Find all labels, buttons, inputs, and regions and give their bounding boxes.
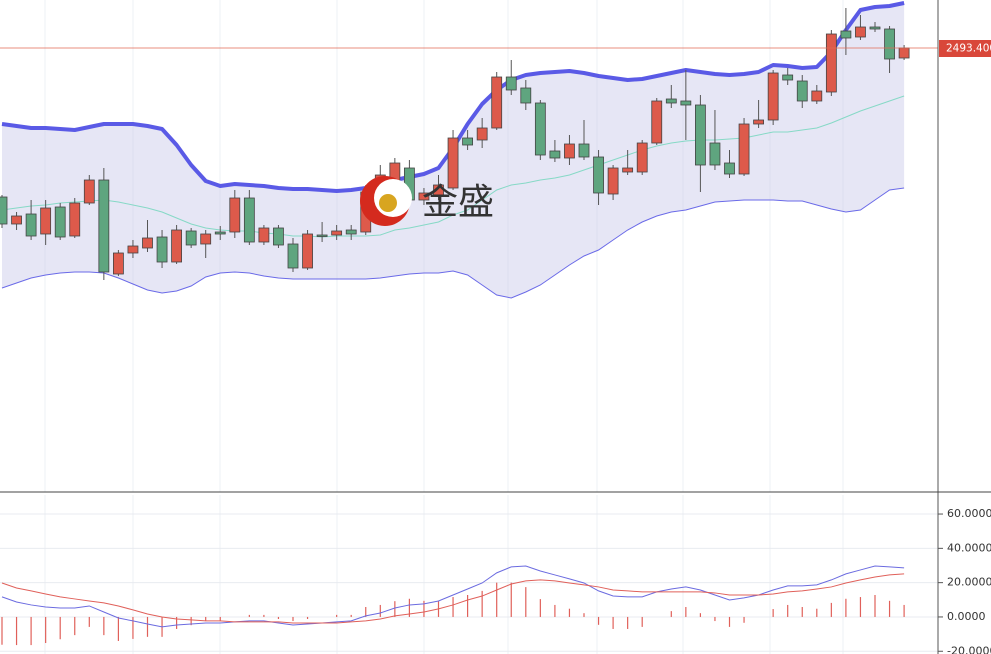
candle-body bbox=[243, 197, 255, 243]
candle-body bbox=[113, 252, 124, 275]
candle-body bbox=[607, 167, 619, 195]
candle-body bbox=[520, 87, 532, 104]
candle-body bbox=[578, 143, 590, 158]
candle-body bbox=[505, 76, 517, 91]
logo-ball bbox=[379, 194, 397, 212]
y-tick-label: -20.0000 bbox=[947, 644, 991, 654]
candle-body bbox=[855, 26, 866, 38]
candle-body bbox=[273, 227, 284, 246]
candle-body bbox=[98, 179, 110, 273]
candle-body bbox=[724, 162, 735, 175]
candle-body bbox=[767, 72, 779, 121]
candle-body bbox=[622, 167, 634, 173]
candle-body bbox=[69, 202, 81, 237]
candle-body bbox=[171, 229, 183, 263]
candle-body bbox=[840, 30, 852, 39]
candle-body bbox=[651, 100, 663, 144]
candle-body bbox=[680, 100, 692, 106]
candle-body bbox=[884, 28, 895, 60]
candle-body bbox=[258, 227, 270, 243]
y-tick-label: 60.0000 bbox=[947, 507, 991, 520]
candle-body bbox=[534, 102, 546, 156]
band-lower bbox=[1, 187, 905, 299]
candle-body bbox=[665, 98, 677, 104]
watermark-text: 金盛 bbox=[422, 182, 494, 223]
last-price-box bbox=[939, 40, 991, 57]
candle-body bbox=[898, 47, 910, 59]
candle-body bbox=[11, 215, 22, 225]
candle-body bbox=[695, 104, 706, 166]
candle-body bbox=[40, 207, 52, 235]
macd-line bbox=[1, 573, 905, 624]
candle-body bbox=[0, 196, 8, 225]
axis: 2493.400 60.0000 40.0000 20.0000 0.0000 -20.0… bbox=[938, 40, 991, 654]
candle-body bbox=[447, 137, 459, 189]
candle-body bbox=[418, 192, 430, 201]
candle-body bbox=[636, 142, 648, 173]
y-tick-label: 0.0000 bbox=[947, 610, 986, 623]
candle-body bbox=[825, 33, 837, 93]
candle-body bbox=[287, 243, 299, 269]
candle-body bbox=[316, 234, 328, 237]
watermark: 金盛 bbox=[360, 176, 494, 226]
candle-body bbox=[127, 245, 139, 254]
candle-body bbox=[738, 123, 750, 175]
candle-body bbox=[142, 237, 153, 249]
candle-body bbox=[462, 137, 474, 146]
y-tick-label: 40.0000 bbox=[947, 541, 991, 554]
candle-body bbox=[564, 143, 575, 159]
candle-body bbox=[796, 80, 808, 102]
last-price-label: 2493.400 bbox=[946, 43, 991, 55]
candle-body bbox=[869, 26, 881, 30]
candle-body bbox=[83, 179, 95, 204]
macd-panel bbox=[0, 495, 938, 654]
candle-body bbox=[25, 213, 37, 237]
y-tick-label: 20.0000 bbox=[947, 576, 991, 589]
candle-body bbox=[782, 74, 794, 81]
candle-body bbox=[200, 233, 212, 245]
price-panel bbox=[0, 0, 938, 492]
candle-body bbox=[491, 76, 503, 129]
candle-body bbox=[345, 229, 357, 235]
macd-line bbox=[1, 565, 905, 628]
candle-body bbox=[54, 206, 66, 238]
candle-body bbox=[549, 150, 561, 159]
candle-body bbox=[593, 156, 604, 194]
candle-body bbox=[214, 231, 226, 235]
candle-body bbox=[229, 197, 241, 233]
candle-body bbox=[753, 119, 764, 125]
candle-body bbox=[811, 90, 823, 102]
candle-body bbox=[185, 230, 197, 246]
candle-body bbox=[709, 142, 721, 166]
candle-body bbox=[331, 230, 343, 236]
band-middle bbox=[1, 95, 905, 238]
candle-body bbox=[433, 184, 444, 196]
candle-body bbox=[302, 233, 313, 269]
candle-body bbox=[476, 127, 488, 141]
candle-body bbox=[156, 236, 168, 263]
